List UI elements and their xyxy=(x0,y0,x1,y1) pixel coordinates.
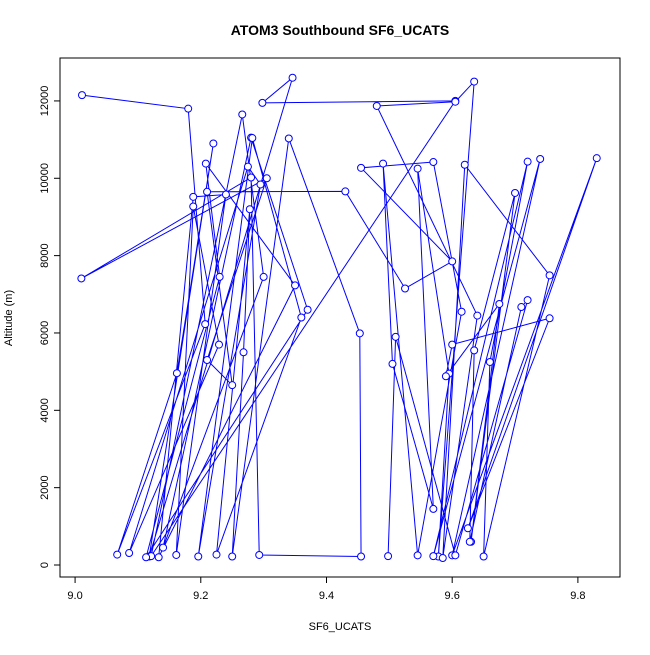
y-tick-label: 4000 xyxy=(39,398,51,422)
data-point xyxy=(441,372,450,381)
data-point xyxy=(413,551,422,560)
data-point xyxy=(384,552,393,561)
data-point xyxy=(523,296,532,305)
data-point xyxy=(536,154,545,163)
data-point xyxy=(463,524,472,533)
plot-frame xyxy=(59,57,621,578)
data-line xyxy=(81,76,598,559)
data-point xyxy=(470,346,479,355)
data-point xyxy=(221,190,230,199)
data-point xyxy=(247,173,256,182)
x-tick-label: 9.2 xyxy=(193,590,208,602)
data-point xyxy=(154,553,163,562)
data-point xyxy=(142,553,151,562)
data-point xyxy=(262,174,271,183)
x-tick-label: 9.8 xyxy=(570,590,585,602)
data-point xyxy=(303,305,312,314)
data-point xyxy=(517,303,526,312)
data-point xyxy=(451,97,460,106)
data-point xyxy=(239,348,248,357)
data-point xyxy=(372,101,381,110)
data-point xyxy=(77,274,86,283)
data-point xyxy=(194,552,203,561)
data-point xyxy=(479,552,488,561)
data-point xyxy=(201,320,210,329)
data-point xyxy=(545,314,554,323)
x-tick-label: 9.4 xyxy=(319,590,334,602)
y-tick-label: 10000 xyxy=(39,163,51,194)
data-point xyxy=(429,158,438,167)
data-point xyxy=(470,77,479,86)
data-point xyxy=(379,159,388,168)
data-point xyxy=(258,98,267,107)
data-point xyxy=(388,359,397,368)
data-point xyxy=(189,202,198,211)
data-point xyxy=(125,549,134,558)
data-point xyxy=(215,272,224,281)
data-point xyxy=(245,205,254,214)
x-axis-label: SF6_UCATS xyxy=(309,621,372,633)
data-point xyxy=(209,139,218,148)
data-point xyxy=(248,134,257,143)
data-point xyxy=(256,180,265,189)
y-tick-label: 12000 xyxy=(39,86,51,117)
data-point xyxy=(238,110,247,119)
data-point xyxy=(401,284,410,293)
y-tick-label: 0 xyxy=(39,562,51,568)
data-point xyxy=(465,537,474,546)
data-point xyxy=(460,160,469,169)
data-point xyxy=(243,162,252,171)
data-point xyxy=(77,91,86,100)
data-point xyxy=(203,356,212,365)
data-point xyxy=(212,550,221,559)
data-point xyxy=(545,271,554,280)
data-point xyxy=(523,157,532,166)
data-point xyxy=(357,163,366,172)
data-point xyxy=(172,550,181,559)
data-point xyxy=(255,550,264,559)
data-point xyxy=(592,154,601,163)
chart-title: ATOM3 Southbound SF6_UCATS xyxy=(231,22,450,38)
data-point xyxy=(288,73,297,82)
data-point xyxy=(215,340,224,349)
data-point xyxy=(291,281,300,290)
data-point xyxy=(495,299,504,308)
data-point xyxy=(355,329,364,338)
data-point xyxy=(413,164,422,173)
data-point xyxy=(341,187,350,196)
data-point xyxy=(184,104,193,113)
data-point xyxy=(297,313,306,322)
data-point xyxy=(429,504,438,513)
data-point xyxy=(259,272,268,281)
data-point xyxy=(357,552,366,561)
data-point xyxy=(284,134,293,143)
data-point xyxy=(189,192,198,201)
data-point xyxy=(201,159,210,168)
data-point xyxy=(228,552,237,561)
x-tick-label: 9.0 xyxy=(67,590,82,602)
y-axis-label: Altitude (m) xyxy=(3,290,15,346)
data-point xyxy=(448,340,457,349)
data-point xyxy=(451,551,460,560)
data-point xyxy=(391,332,400,341)
data-point xyxy=(203,187,212,196)
data-point xyxy=(457,307,466,316)
data-point xyxy=(485,357,494,366)
data-point xyxy=(511,188,520,197)
x-tick-label: 9.6 xyxy=(445,590,460,602)
data-point xyxy=(438,554,447,563)
y-tick-label: 2000 xyxy=(39,475,51,499)
y-tick-label: 8000 xyxy=(39,243,51,267)
data-point xyxy=(429,552,438,561)
data-point xyxy=(228,381,237,390)
data-point xyxy=(448,257,457,266)
data-point xyxy=(113,550,122,559)
data-point xyxy=(473,311,482,320)
data-point xyxy=(159,543,168,552)
data-point xyxy=(172,369,181,378)
y-tick-label: 6000 xyxy=(39,321,51,345)
